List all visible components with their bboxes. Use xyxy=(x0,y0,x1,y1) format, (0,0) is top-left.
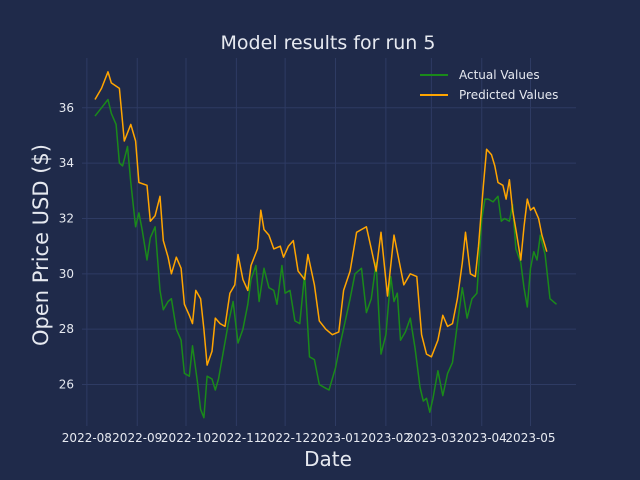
x-tick-label: 2023-01 xyxy=(310,431,360,445)
y-tick-label: 30 xyxy=(59,267,74,281)
actual-values-line xyxy=(94,98,557,419)
chart-title: Model results for run 5 xyxy=(221,32,436,54)
y-tick-label: 32 xyxy=(59,211,74,225)
x-tick-label: 2023-02 xyxy=(361,431,411,445)
y-tick-label: 28 xyxy=(59,322,74,336)
x-tick-label: 2022-11 xyxy=(211,431,261,445)
legend: Actual Values Predicted Values xyxy=(420,68,558,102)
y-tick-label: 34 xyxy=(59,156,74,170)
x-axis-label: Date xyxy=(304,447,352,471)
legend-label-predicted: Predicted Values xyxy=(459,88,558,102)
x-tick-label: 2023-03 xyxy=(406,431,456,445)
x-tick-label: 2023-04 xyxy=(457,431,507,445)
x-tick-label: 2022-08 xyxy=(62,431,112,445)
y-tick-label: 36 xyxy=(59,101,74,115)
x-tick-label: 2022-09 xyxy=(112,431,162,445)
y-axis-label: Open Price USD ($) xyxy=(29,144,53,346)
x-tick-label: 2022-12 xyxy=(260,431,310,445)
x-tick-label: 2023-05 xyxy=(505,431,555,445)
y-tick-labels: 26 28 30 32 34 36 xyxy=(59,101,74,392)
grid-lines xyxy=(82,58,576,426)
series-lines xyxy=(94,71,557,419)
predicted-values-line xyxy=(94,71,548,366)
x-tick-label: 2022-10 xyxy=(161,431,211,445)
y-tick-label: 26 xyxy=(59,377,74,391)
legend-label-actual: Actual Values xyxy=(459,68,540,82)
